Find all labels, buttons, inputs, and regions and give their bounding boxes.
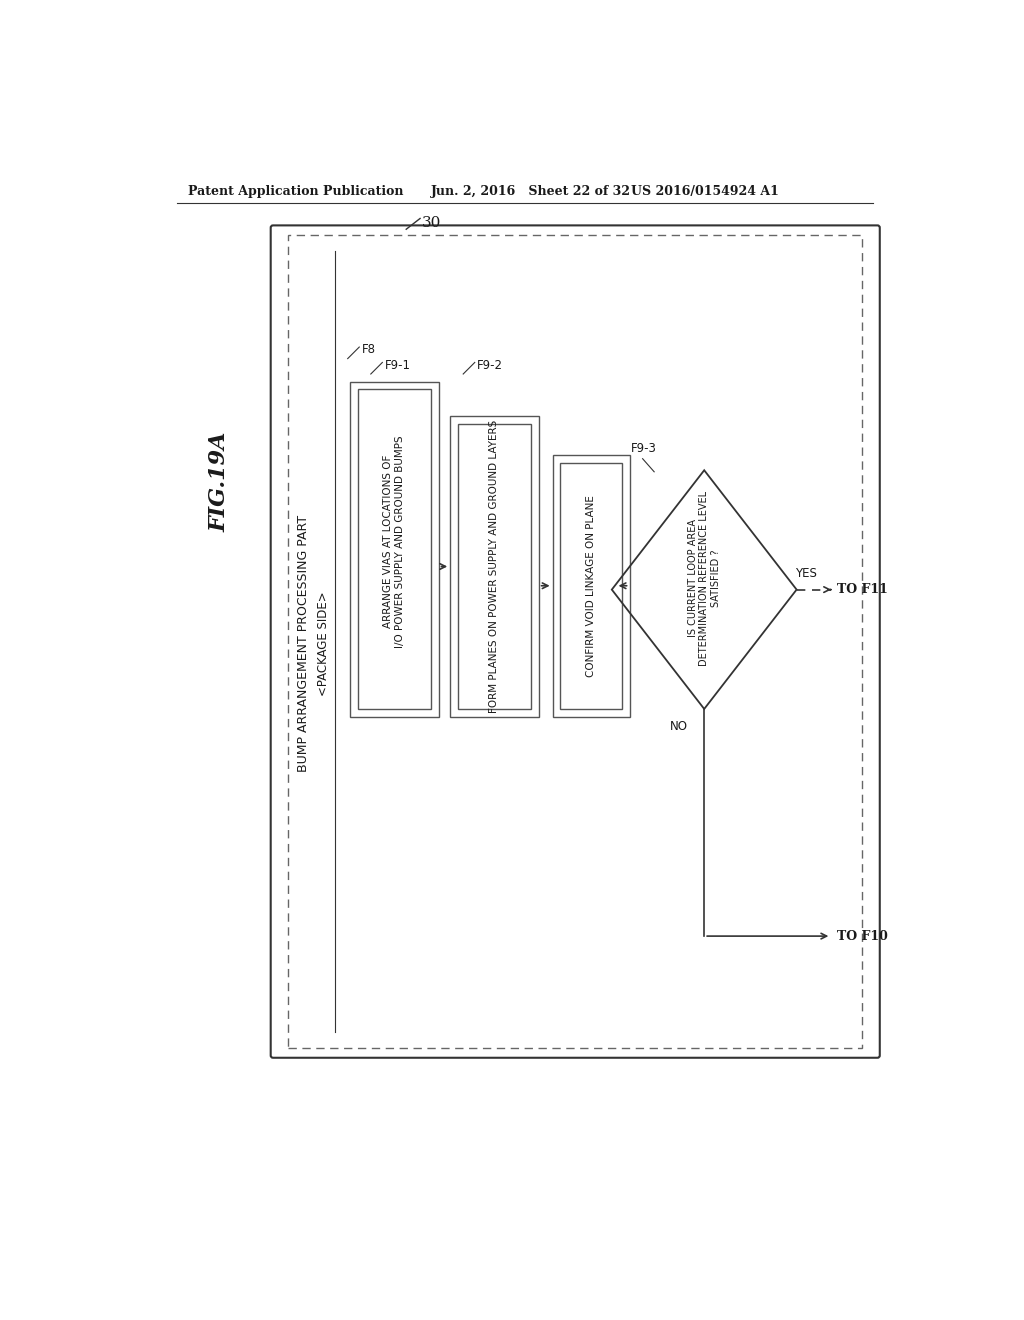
Text: F9-2: F9-2 — [477, 359, 503, 372]
Text: NO: NO — [670, 721, 687, 734]
FancyBboxPatch shape — [289, 235, 862, 1048]
Text: US 2016/0154924 A1: US 2016/0154924 A1 — [631, 185, 779, 198]
Text: FORM PLANES ON POWER SUPPLY AND GROUND LAYERS: FORM PLANES ON POWER SUPPLY AND GROUND L… — [489, 420, 500, 713]
FancyBboxPatch shape — [458, 424, 531, 709]
Text: F9-1: F9-1 — [385, 359, 411, 372]
Text: F8: F8 — [361, 343, 376, 356]
FancyBboxPatch shape — [270, 226, 880, 1057]
Text: BUMP ARRANGEMENT PROCESSING PART: BUMP ARRANGEMENT PROCESSING PART — [297, 515, 310, 772]
Text: YES: YES — [796, 568, 817, 581]
Text: IS CURRENT LOOP AREA
DETERMINATION REFERENCE LEVEL
SATISFIED ?: IS CURRENT LOOP AREA DETERMINATION REFER… — [687, 491, 721, 665]
Text: <PACKAGE SIDE>: <PACKAGE SIDE> — [316, 591, 330, 696]
FancyBboxPatch shape — [553, 455, 630, 717]
FancyBboxPatch shape — [451, 416, 539, 717]
Text: 30: 30 — [422, 216, 441, 230]
Text: CONFIRM VOID LINKAGE ON PLANE: CONFIRM VOID LINKAGE ON PLANE — [586, 495, 596, 677]
Text: TO F10: TO F10 — [838, 929, 888, 942]
Text: Jun. 2, 2016   Sheet 22 of 32: Jun. 2, 2016 Sheet 22 of 32 — [431, 185, 631, 198]
Text: Patent Application Publication: Patent Application Publication — [188, 185, 403, 198]
FancyBboxPatch shape — [560, 462, 622, 709]
FancyBboxPatch shape — [357, 389, 431, 709]
FancyBboxPatch shape — [350, 381, 438, 717]
Text: ARRANGE VIAS AT LOCATIONS OF
I/O POWER SUPPLY AND GROUND BUMPS: ARRANGE VIAS AT LOCATIONS OF I/O POWER S… — [383, 436, 406, 648]
Text: F9-3: F9-3 — [631, 442, 657, 455]
Text: FIG.19A: FIG.19A — [208, 432, 230, 532]
Text: TO F11: TO F11 — [838, 583, 888, 597]
